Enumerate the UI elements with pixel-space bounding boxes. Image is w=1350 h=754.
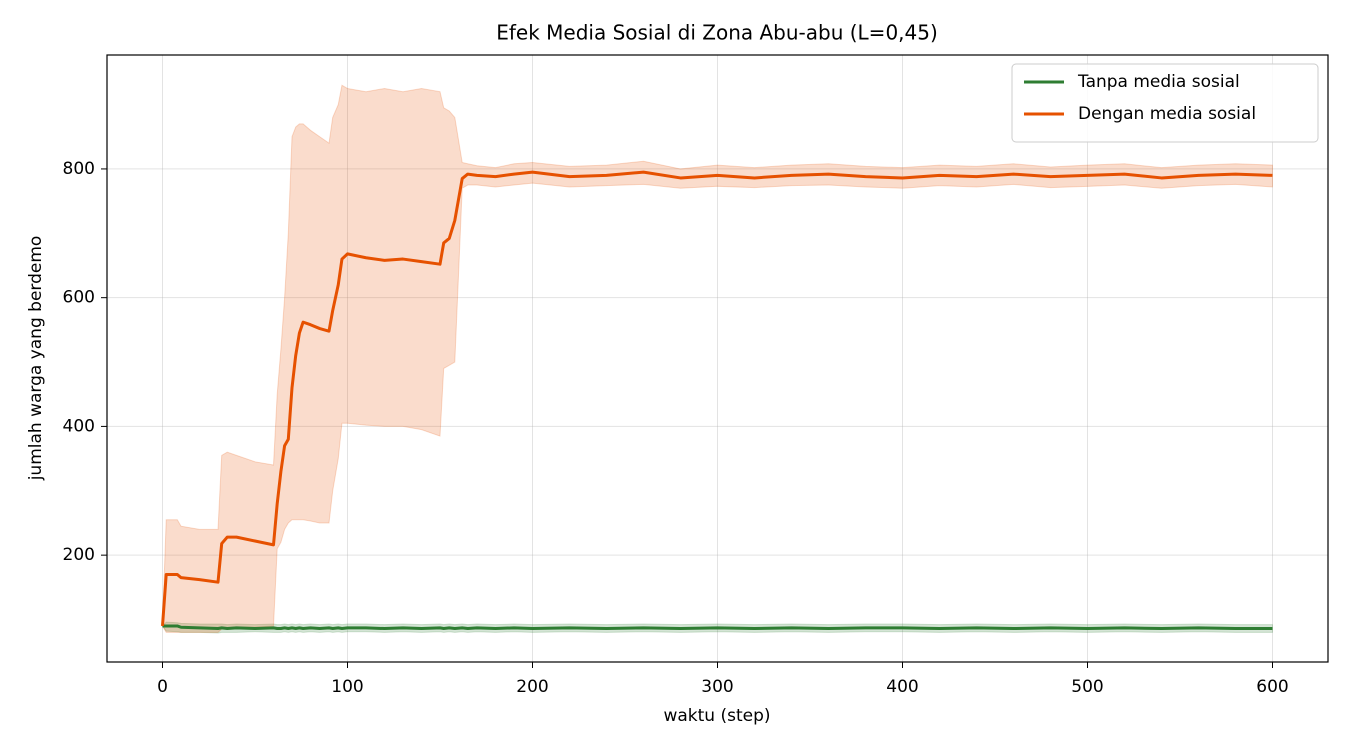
legend-label: Dengan media sosial	[1078, 104, 1256, 124]
band	[161, 84, 1273, 633]
x-tick-label: 100	[331, 677, 363, 697]
x-tick-label: 600	[1256, 677, 1288, 697]
x-tick-label: 400	[886, 677, 918, 697]
y-tick-label: 800	[63, 159, 95, 179]
y-tick-label: 400	[63, 416, 95, 436]
line	[162, 624, 1273, 631]
x-axis-label: waktu (step)	[663, 706, 770, 726]
x-tick-label: 500	[1071, 677, 1103, 697]
plot-frame	[106, 54, 1329, 663]
y-axis-label: jumlah warga yang berdemo	[26, 236, 46, 482]
line	[161, 170, 1273, 627]
x-tick-label: 300	[701, 677, 733, 697]
chart-title: Efek Media Sosial di Zona Abu-abu (L=0,4…	[496, 21, 938, 45]
legend: Tanpa media sosial Dengan media sosial	[1011, 63, 1319, 143]
x-tick-label: 200	[516, 677, 548, 697]
x-tick-label: 0	[157, 677, 168, 697]
legend-box	[1011, 63, 1319, 143]
y-tick-label: 600	[63, 288, 95, 308]
legend-label: Tanpa media sosial	[1077, 72, 1240, 92]
y-tick-label: 200	[63, 545, 95, 565]
